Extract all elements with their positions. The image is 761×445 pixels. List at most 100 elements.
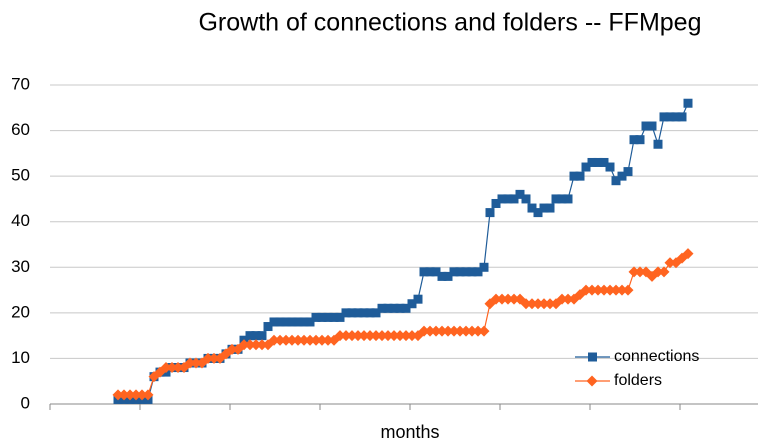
marker — [316, 334, 328, 346]
marker — [124, 389, 136, 401]
marker — [293, 317, 303, 327]
marker — [287, 317, 297, 327]
marker — [299, 317, 309, 327]
marker — [430, 325, 442, 337]
y-tick-label: 10 — [11, 348, 30, 367]
marker — [683, 98, 693, 108]
marker — [521, 194, 531, 204]
marker — [473, 267, 483, 277]
marker — [358, 330, 370, 342]
marker — [677, 112, 687, 122]
legend-label: connections — [614, 348, 699, 365]
marker — [551, 194, 561, 204]
marker — [341, 308, 351, 318]
marker — [580, 284, 592, 296]
marker — [653, 139, 663, 149]
series-line — [118, 253, 689, 396]
y-tick-label: 60 — [11, 120, 30, 139]
marker — [617, 171, 627, 181]
marker — [490, 293, 502, 305]
marker — [581, 162, 591, 172]
marker — [244, 339, 256, 351]
marker — [268, 334, 280, 346]
marker — [251, 331, 261, 341]
marker — [491, 198, 501, 208]
marker — [455, 267, 465, 277]
marker — [238, 339, 250, 351]
marker — [256, 339, 268, 351]
marker — [292, 334, 304, 346]
marker — [479, 262, 489, 272]
marker — [310, 334, 322, 346]
marker — [520, 298, 532, 310]
marker — [449, 267, 459, 277]
y-tick-label: 40 — [11, 211, 30, 230]
y-tick-label: 50 — [11, 166, 30, 185]
marker — [323, 312, 333, 322]
marker — [329, 312, 339, 322]
marker — [503, 194, 513, 204]
marker — [557, 194, 567, 204]
marker — [460, 325, 472, 337]
marker — [647, 121, 657, 131]
marker — [659, 112, 669, 122]
y-tick-label: 70 — [11, 74, 30, 93]
marker — [250, 339, 262, 351]
marker — [190, 357, 202, 369]
marker — [317, 312, 327, 322]
marker — [604, 284, 616, 296]
marker — [257, 331, 267, 341]
marker — [664, 257, 676, 269]
marker — [665, 112, 675, 122]
marker — [359, 308, 369, 318]
marker — [442, 325, 454, 337]
marker — [622, 284, 634, 296]
marker — [443, 271, 453, 281]
marker — [562, 293, 574, 305]
marker — [610, 284, 622, 296]
marker — [136, 389, 148, 401]
marker — [311, 312, 321, 322]
marker — [682, 248, 694, 260]
marker — [532, 298, 544, 310]
marker — [202, 352, 214, 364]
marker — [419, 267, 429, 277]
marker — [347, 308, 357, 318]
y-tick-label: 30 — [11, 257, 30, 276]
legend-marker — [588, 352, 597, 362]
marker — [274, 334, 286, 346]
marker — [425, 267, 435, 277]
marker — [472, 325, 484, 337]
marker — [575, 171, 585, 181]
marker — [406, 330, 418, 342]
marker — [497, 194, 507, 204]
marker — [407, 299, 417, 309]
marker — [605, 162, 615, 172]
marker — [592, 284, 604, 296]
marker — [418, 325, 430, 337]
marker — [226, 343, 238, 355]
marker — [436, 325, 448, 337]
marker — [544, 298, 556, 310]
marker — [305, 317, 315, 327]
marker — [160, 362, 172, 374]
y-tick-label: 0 — [21, 393, 30, 412]
marker — [334, 330, 346, 342]
marker — [245, 331, 255, 341]
marker — [634, 266, 646, 278]
marker — [629, 135, 639, 145]
marker — [112, 389, 124, 401]
marker — [545, 203, 555, 213]
marker — [352, 330, 364, 342]
marker — [593, 157, 603, 167]
marker — [269, 317, 279, 327]
marker — [322, 334, 334, 346]
marker — [448, 325, 460, 337]
marker — [485, 208, 495, 218]
marker — [616, 284, 628, 296]
marker — [556, 293, 568, 305]
marker — [437, 271, 447, 281]
marker — [286, 334, 298, 346]
marker — [509, 194, 519, 204]
